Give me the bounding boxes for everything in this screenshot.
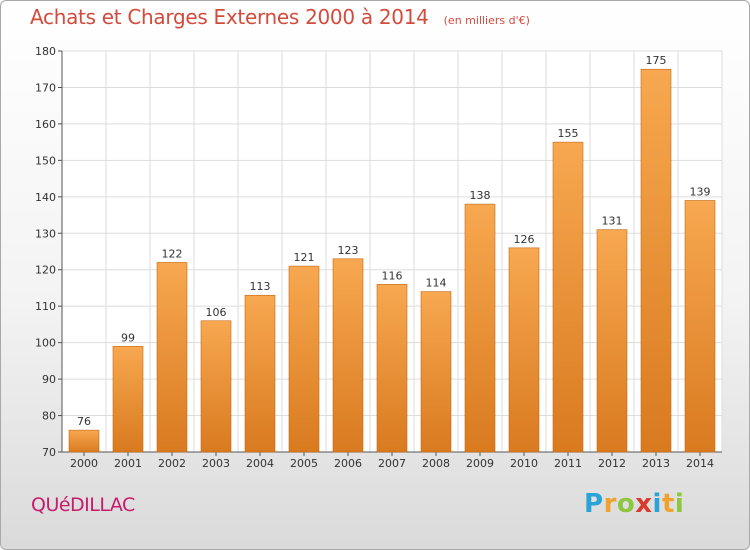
y-tick-label: 130 xyxy=(35,227,56,240)
bar-value-label: 139 xyxy=(690,185,711,198)
x-tick-label: 2011 xyxy=(554,457,582,470)
x-tick-label: 2010 xyxy=(510,457,538,470)
y-tick-label: 110 xyxy=(35,300,56,313)
bar-value-label: 155 xyxy=(558,127,579,140)
proxiti-logo: Proxiti xyxy=(584,489,684,519)
x-tick-label: 2000 xyxy=(70,457,98,470)
bar-value-label: 131 xyxy=(602,215,623,228)
bar xyxy=(640,68,672,453)
logo-letter: x xyxy=(635,489,653,519)
y-tick-label: 80 xyxy=(42,410,56,423)
bars xyxy=(68,68,716,453)
x-tick-label: 2002 xyxy=(158,457,186,470)
bar-value-label: 114 xyxy=(426,277,447,290)
bar xyxy=(200,320,232,453)
bar xyxy=(420,291,452,453)
bar xyxy=(596,229,628,453)
bar xyxy=(508,247,540,453)
x-tick-label: 2005 xyxy=(290,457,318,470)
y-tick-label: 140 xyxy=(35,191,56,204)
bar xyxy=(288,265,320,453)
chart-title-row: Achats et Charges Externes 2000 à 2014 (… xyxy=(30,5,530,29)
logo-letter: o xyxy=(616,489,636,519)
bar-value-label: 123 xyxy=(338,244,359,257)
bar xyxy=(332,258,364,453)
bar xyxy=(684,200,716,453)
y-tick-label: 170 xyxy=(35,81,56,94)
y-tick-label: 150 xyxy=(35,154,56,167)
logo-letter: t xyxy=(661,489,675,519)
bar xyxy=(112,345,144,453)
bar-value-label: 106 xyxy=(206,306,227,319)
bar xyxy=(376,284,408,453)
bar xyxy=(464,203,496,453)
bar-value-label: 126 xyxy=(514,233,535,246)
bar xyxy=(552,141,584,453)
x-tick-label: 2012 xyxy=(598,457,626,470)
logo-letter: r xyxy=(603,489,617,519)
bar-value-label: 175 xyxy=(646,54,667,67)
y-tick-label: 120 xyxy=(35,264,56,277)
y-tick-label: 90 xyxy=(42,373,56,386)
x-tick-label: 2014 xyxy=(686,457,714,470)
x-tick-label: 2009 xyxy=(466,457,494,470)
bar-value-label: 121 xyxy=(294,251,315,264)
y-tick-label: 70 xyxy=(42,446,56,459)
bar xyxy=(156,262,188,453)
y-tick-label: 100 xyxy=(35,337,56,350)
bar xyxy=(244,294,276,453)
logo-letter: i xyxy=(674,489,685,519)
chart-title: Achats et Charges Externes 2000 à 2014 xyxy=(30,5,429,29)
chart-subtitle: (en milliers d'€) xyxy=(443,14,530,27)
bar-value-label: 99 xyxy=(121,331,135,344)
place-name: QUéDILLAC xyxy=(31,494,135,516)
y-tick-label: 180 xyxy=(35,45,56,58)
bar-value-label: 116 xyxy=(382,269,403,282)
x-tick-label: 2003 xyxy=(202,457,230,470)
y-tick-label: 160 xyxy=(35,118,56,131)
x-tick-label: 2006 xyxy=(334,457,362,470)
x-tick-label: 2007 xyxy=(378,457,406,470)
x-tick-label: 2013 xyxy=(642,457,670,470)
x-tick-label: 2008 xyxy=(422,457,450,470)
x-tick-label: 2001 xyxy=(114,457,142,470)
logo-letter: i xyxy=(652,489,662,519)
labels: 70 80 90 100 110 120 130 140 150 160 170 180 76 2000 9… xyxy=(35,45,714,470)
bar-value-label: 113 xyxy=(250,280,271,293)
x-tick-label: 2004 xyxy=(246,457,274,470)
bar xyxy=(68,429,100,453)
logo-letter: P xyxy=(584,489,604,519)
bar-value-label: 138 xyxy=(470,189,491,202)
bar-value-label: 76 xyxy=(77,415,91,428)
bar-value-label: 122 xyxy=(162,247,183,260)
